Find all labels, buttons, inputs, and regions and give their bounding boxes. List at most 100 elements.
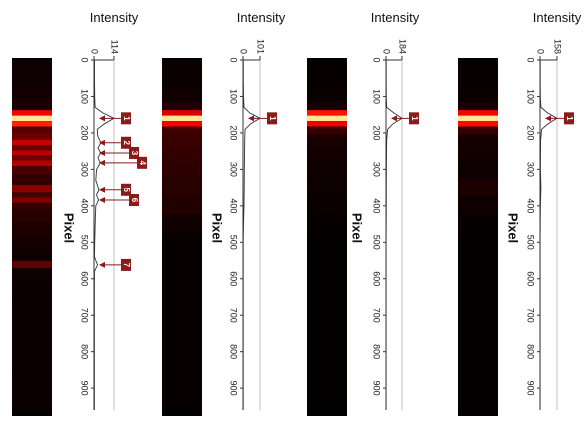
- lane-band: [458, 121, 498, 126]
- lane-band: [12, 301, 52, 334]
- y-tick-label: 400: [372, 198, 382, 213]
- y-tick-label: 0: [526, 57, 536, 62]
- y-tick-label: 400: [229, 198, 239, 213]
- chart-title: Intensity: [237, 10, 286, 25]
- y-tick-label: 500: [80, 235, 90, 250]
- lane-band: [12, 160, 52, 166]
- y-tick-label: 600: [526, 271, 536, 286]
- lane-band: [162, 69, 202, 87]
- chart-title: Intensity: [371, 10, 420, 25]
- y-tick-label: 300: [526, 162, 536, 177]
- lane-band: [12, 333, 52, 369]
- lane-band: [458, 135, 498, 148]
- chart-title: Intensity: [90, 10, 139, 25]
- lane-band: [162, 60, 202, 69]
- lane-band: [12, 203, 52, 211]
- lane-band: [307, 116, 347, 121]
- y-tick-label: 800: [229, 344, 239, 359]
- lane-band: [162, 297, 202, 333]
- lane-band: [12, 268, 52, 279]
- lane-band: [162, 110, 202, 115]
- lane-band: [12, 150, 52, 155]
- lane-band: [458, 197, 498, 215]
- lane-band: [307, 148, 347, 163]
- lane-band: [458, 215, 498, 233]
- lane-band: [12, 211, 52, 222]
- y-tick-label: 700: [372, 308, 382, 323]
- lane-band: [162, 370, 202, 399]
- lane-band: [12, 127, 52, 133]
- peak-label: 1: [410, 116, 419, 121]
- x-tick-label: 101: [256, 39, 266, 54]
- lane-band: [458, 127, 498, 135]
- lane-band: [458, 297, 498, 333]
- y-tick-label: 500: [526, 235, 536, 250]
- lane-band: [458, 60, 498, 69]
- lane-band: [162, 87, 202, 102]
- lane-band: [307, 127, 347, 135]
- y-tick-label: 900: [80, 381, 90, 396]
- y-tick-label: 0: [372, 57, 382, 62]
- y-tick-label: 300: [372, 162, 382, 177]
- lane-band: [12, 60, 52, 69]
- y-axis-label: Pixel: [62, 213, 77, 243]
- y-tick-label: 0: [80, 57, 90, 62]
- lane-band: [12, 175, 52, 185]
- lane-band: [458, 116, 498, 121]
- y-tick-label: 400: [526, 198, 536, 213]
- lane-band: [458, 233, 498, 260]
- lane-band: [307, 69, 347, 87]
- lane-band: [307, 60, 347, 69]
- peak-label: 6: [130, 198, 139, 203]
- lane-band: [162, 148, 202, 163]
- y-tick-label: 200: [526, 125, 536, 140]
- x-tick-label: 0: [239, 49, 249, 54]
- chart-title: Intensity: [533, 10, 582, 25]
- y-tick-label: 100: [229, 89, 239, 104]
- peak-label: 3: [130, 151, 139, 156]
- lane-band: [162, 215, 202, 233]
- lane-band: [162, 116, 202, 121]
- lane-band: [162, 399, 202, 410]
- peak-label: 7: [122, 263, 131, 268]
- peak-label: 1: [122, 116, 131, 121]
- lane-band: [12, 110, 52, 115]
- lane-band: [12, 140, 52, 146]
- peak-label: 4: [138, 161, 147, 166]
- lane-band: [307, 178, 347, 196]
- lane-band: [307, 121, 347, 126]
- lane-band: [162, 135, 202, 148]
- y-tick-label: 100: [80, 89, 90, 104]
- y-tick-label: 500: [229, 235, 239, 250]
- lane-band: [307, 135, 347, 148]
- lane-band: [12, 197, 52, 202]
- peak-label: 5: [122, 188, 131, 193]
- y-tick-label: 400: [80, 198, 90, 213]
- lane-band: [162, 197, 202, 215]
- y-tick-label: 600: [229, 271, 239, 286]
- y-tick-label: 800: [372, 344, 382, 359]
- lane-band: [162, 127, 202, 135]
- lane-band: [162, 121, 202, 126]
- figure: Intensity0114010020030040050060070080090…: [0, 0, 587, 416]
- lane-band: [12, 185, 52, 192]
- x-tick-label: 0: [536, 49, 546, 54]
- y-tick-label: 600: [372, 271, 382, 286]
- lane-band: [307, 399, 347, 410]
- page: {"chart_data":[ {"type":"line","title":"…: [0, 0, 587, 416]
- lane-band: [12, 370, 52, 399]
- lane-band: [458, 148, 498, 163]
- y-tick-label: 300: [229, 162, 239, 177]
- lane-band: [458, 69, 498, 87]
- lane-band: [12, 235, 52, 250]
- lane-band: [12, 102, 52, 110]
- lane-band: [307, 102, 347, 110]
- lane-band: [12, 222, 52, 235]
- lane-band: [12, 145, 52, 150]
- lane-band: [162, 233, 202, 260]
- y-tick-label: 200: [229, 125, 239, 140]
- lane-band: [12, 155, 52, 160]
- lane-band: [162, 102, 202, 110]
- intensity-profile: [243, 60, 260, 410]
- peak-label: 1: [268, 116, 277, 121]
